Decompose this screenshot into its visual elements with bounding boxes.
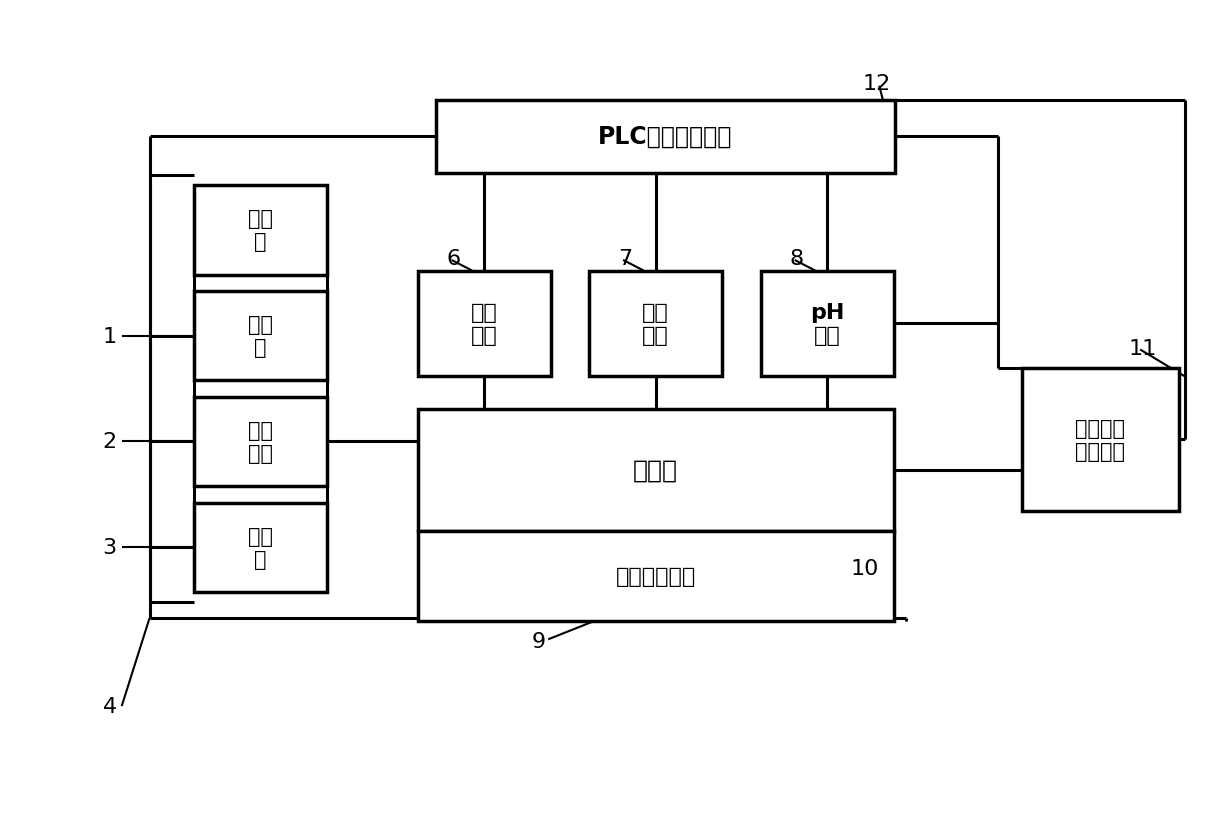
Text: 搞拌
装置: 搞拌 装置 [470,303,497,346]
Text: 9: 9 [532,631,545,651]
Text: 综合
液罐: 综合 液罐 [248,420,274,463]
Text: 反应釜: 反应釜 [633,458,678,482]
Text: 3: 3 [103,538,116,557]
Text: 在线粒度
测量系统: 在线粒度 测量系统 [1075,418,1125,461]
Text: 2: 2 [103,432,116,452]
Bar [194,292,327,381]
Text: 盐液
罐: 盐液 罐 [248,209,274,252]
Text: 12: 12 [863,74,891,94]
Text: 电导
电极: 电导 电极 [643,303,670,346]
Text: 8: 8 [789,249,804,269]
Text: 6: 6 [447,249,461,269]
Bar [194,397,327,486]
Text: 4: 4 [103,696,116,716]
Bar [436,100,895,174]
Bar [589,271,722,377]
Bar [1022,369,1179,511]
Text: 恒温水浴装置: 恒温水浴装置 [616,566,695,586]
Bar [418,409,893,532]
Bar [418,532,893,621]
Text: 1: 1 [103,327,116,347]
Text: PLC自动控制系统: PLC自动控制系统 [599,125,732,149]
Text: 统液
罐: 统液 罐 [248,315,274,358]
Bar [418,271,551,377]
Text: 7: 7 [618,249,633,269]
Text: 11: 11 [1128,338,1157,358]
Text: pH
电极: pH 电极 [810,303,844,346]
Text: 酸液
罐: 酸液 罐 [248,526,274,569]
Bar [194,186,327,275]
Text: 10: 10 [851,558,879,578]
Bar [761,271,893,377]
Bar [194,503,327,592]
